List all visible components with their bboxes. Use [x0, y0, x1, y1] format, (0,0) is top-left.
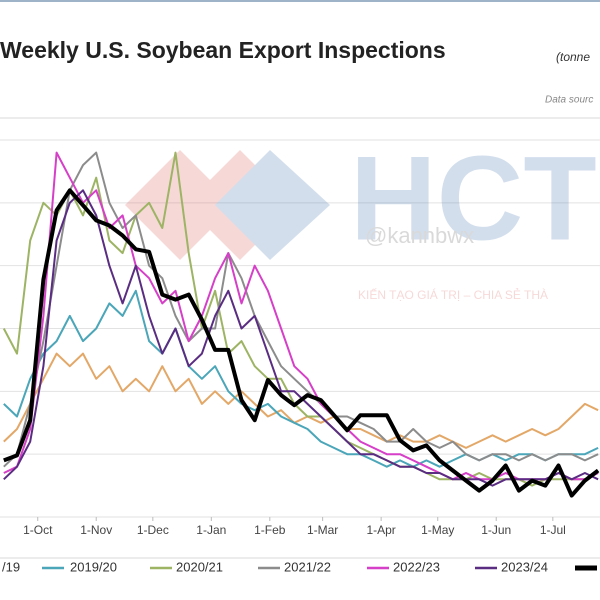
watermark-logo: HCT: [350, 132, 597, 266]
watermark: HCT @kannbwx KIẾN TẠO GIÁ TRỊ – CHIA SẺ …: [125, 132, 597, 302]
watermark-diamond: [215, 150, 330, 260]
watermark-slogan: KIẾN TẠO GIÁ TRỊ – CHIA SẺ THÀ: [358, 287, 548, 302]
x-tick-label: 1-Jul: [540, 523, 566, 537]
chart-subtitle: (tonne: [556, 50, 590, 64]
watermark-diamond: [185, 150, 295, 260]
x-tick-label: 1-Apr: [366, 523, 395, 537]
x-tick-label: 1-Mar: [307, 523, 338, 537]
x-tick-label: 1-Nov: [80, 523, 112, 537]
x-tick-label: 1-May: [421, 523, 454, 537]
series-line: [3, 189, 599, 487]
plot-frame: [0, 117, 600, 559]
legend-label: /19: [2, 559, 20, 574]
series-line: [3, 188, 600, 498]
x-tick-label: 1-Oct: [23, 523, 53, 537]
source-note: Data sourc: [545, 95, 593, 106]
legend-label: 2020/21: [176, 559, 223, 574]
series-line: [3, 151, 599, 481]
watermark-handle: @kannbwx: [365, 223, 474, 248]
legend-label: 2023/24: [501, 559, 548, 574]
series-line: [3, 289, 599, 468]
series-line: [3, 151, 599, 468]
x-tick-label: 1-Dec: [137, 523, 169, 537]
chart-title: Weekly U.S. Soybean Export Inspections: [0, 37, 446, 63]
x-tick-label: 1-Jun: [481, 523, 511, 537]
legend-label: 2022/23: [393, 559, 440, 574]
x-tick-label: 1-Feb: [254, 523, 286, 537]
watermark-diamond: [125, 150, 235, 260]
legend-label: 2021/22: [284, 559, 331, 574]
legend-label: 2019/20: [70, 559, 117, 574]
x-tick-label: 1-Jan: [196, 523, 226, 537]
series-line: [3, 352, 599, 449]
